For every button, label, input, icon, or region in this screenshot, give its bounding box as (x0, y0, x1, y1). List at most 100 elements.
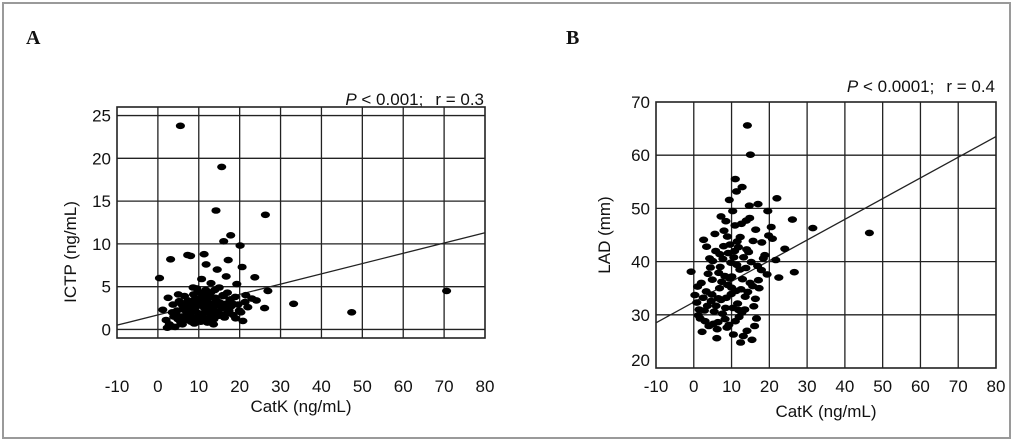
y-tick-labels-a: 0 5 10 15 20 25 (92, 107, 111, 340)
data-point (201, 261, 211, 268)
stat-r-b: r = 0.4 (946, 77, 995, 96)
data-point (709, 308, 719, 315)
data-point (703, 270, 713, 278)
data-point (742, 246, 752, 253)
data-point (735, 233, 745, 241)
x-tick-labels-a: -10 0 10 20 30 40 50 60 70 80 (105, 377, 495, 396)
x-tick-label: 10 (722, 377, 741, 396)
data-point (748, 282, 758, 290)
data-point (215, 310, 225, 318)
data-point (250, 274, 260, 281)
data-point (741, 264, 751, 272)
x-tick-label: -10 (644, 377, 669, 396)
data-point (728, 207, 738, 215)
data-point (701, 288, 711, 295)
data-point (702, 243, 712, 250)
data-point (729, 253, 739, 261)
data-point (742, 122, 753, 129)
x-tick-label: 70 (949, 377, 968, 396)
x-tick-label: 20 (230, 377, 249, 396)
data-point (730, 247, 740, 255)
data-point (232, 280, 242, 288)
data-point (202, 319, 212, 326)
data-point (176, 313, 186, 320)
data-point (188, 291, 199, 298)
data-point (192, 285, 202, 292)
data-point (154, 274, 165, 282)
panel-a: A P < 0.001; r = 0.3 -10 0 10 20 30 40 50 60 70 80… (26, 27, 494, 416)
data-point (758, 255, 768, 262)
data-point (174, 297, 184, 305)
data-point (722, 233, 733, 240)
data-point (724, 321, 734, 329)
panel-label-b: B (566, 27, 579, 49)
y-tick-label: 25 (92, 107, 111, 126)
panel-label-a: A (26, 27, 41, 49)
stat-p-symbol-a: P (345, 90, 357, 109)
data-point (230, 293, 240, 301)
y-tick-label: 20 (631, 351, 650, 370)
data-point (772, 195, 782, 202)
y-tick-label: 50 (631, 199, 650, 218)
data-point (748, 237, 758, 245)
x-tick-labels-b: -10 0 10 20 30 40 50 60 70 80 (644, 377, 1006, 396)
data-point (206, 279, 216, 287)
stat-p-value-b: < 0.0001; (858, 77, 934, 96)
data-point (707, 276, 717, 284)
data-point (771, 256, 781, 264)
data-point (694, 306, 704, 313)
data-point (787, 216, 798, 223)
data-point (728, 331, 739, 338)
data-point (686, 268, 696, 276)
data-point (702, 302, 713, 310)
x-tick-label: 40 (835, 377, 854, 396)
data-point (724, 196, 734, 204)
svg-text:P < 0.001;r = 0.3: P < 0.001; r = 0.3 (345, 90, 484, 109)
data-point (726, 290, 736, 298)
data-point (757, 239, 767, 246)
data-point (699, 236, 709, 244)
data-point (238, 317, 248, 325)
data-point (167, 309, 177, 316)
data-point (696, 279, 706, 287)
gridlines-a (117, 107, 485, 338)
data-point (182, 299, 192, 307)
data-point (186, 252, 196, 260)
data-point (738, 332, 748, 340)
data-point (711, 302, 721, 310)
data-point (714, 284, 725, 292)
data-point (744, 202, 754, 209)
x-tick-label: 60 (394, 377, 413, 396)
data-point (720, 315, 730, 323)
data-point (751, 226, 761, 233)
data-point (162, 324, 172, 332)
y-tick-label: 40 (631, 253, 650, 272)
data-point (745, 214, 755, 222)
data-point (715, 263, 725, 271)
data-point (733, 300, 743, 307)
stat-p-value-a: < 0.001; (357, 90, 424, 109)
data-point (750, 322, 760, 330)
data-point (763, 207, 773, 215)
data-point (737, 183, 747, 191)
data-point (263, 287, 273, 295)
data-point (219, 238, 229, 245)
y-tick-label: 30 (631, 306, 650, 325)
y-tick-label: 60 (631, 146, 650, 165)
data-point (218, 291, 228, 299)
stat-r-a: r = 0.3 (435, 90, 484, 109)
data-point (753, 276, 764, 284)
data-point (211, 207, 221, 214)
data-point (808, 224, 818, 232)
data-point (764, 232, 774, 239)
svg-text:P < 0.0001;r = 0.4: P < 0.0001; r = 0.4 (847, 77, 995, 96)
y-axis-title-b: LAD (mm) (595, 196, 614, 273)
x-tick-label: 0 (689, 377, 698, 396)
data-point (260, 304, 270, 312)
data-point (698, 294, 708, 302)
data-point (734, 313, 744, 321)
data-point (690, 291, 700, 299)
data-point (697, 328, 707, 336)
data-point (692, 299, 702, 306)
